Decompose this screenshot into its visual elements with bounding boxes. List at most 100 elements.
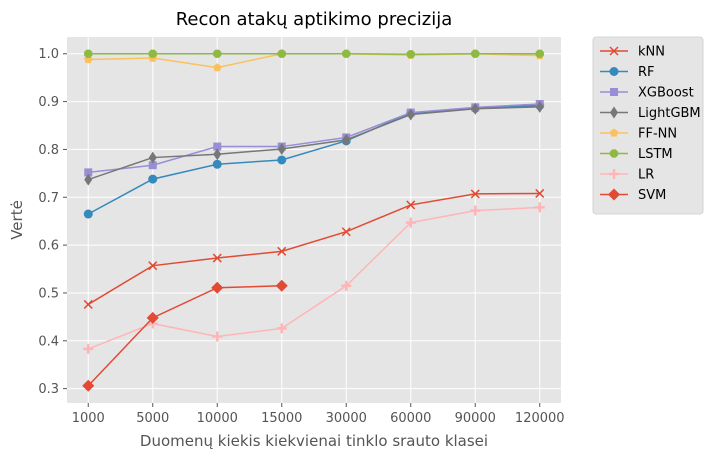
data-point-lightgbm bbox=[148, 151, 157, 164]
data-point-knn bbox=[83, 299, 93, 309]
data-point-svm bbox=[146, 311, 159, 324]
data-point-xgboost bbox=[213, 142, 222, 151]
data-point-lightgbm bbox=[342, 133, 351, 146]
legend-item-rf: RF bbox=[600, 65, 655, 80]
data-point-lightgbm bbox=[406, 108, 415, 121]
series-line-lightgbm bbox=[88, 106, 540, 181]
data-point-lr bbox=[341, 280, 352, 291]
data-point-lr bbox=[534, 202, 545, 213]
data-point-xgboost bbox=[84, 168, 93, 177]
legend-label: kNN bbox=[638, 45, 665, 60]
data-point-knn bbox=[470, 189, 480, 199]
legend-item-lstm: LSTM bbox=[600, 147, 673, 162]
y-tick-label: 0.3 bbox=[38, 382, 59, 397]
y-axis: 0.3 0.4 0.5 0.6 0.7 0.8 0.9 1.0 bbox=[38, 47, 67, 397]
y-tick-label: 1.0 bbox=[38, 47, 59, 62]
series-layer bbox=[82, 49, 545, 392]
data-point-lr bbox=[276, 323, 287, 334]
chart-title: Recon atakų aptikimo precizija bbox=[176, 9, 453, 30]
data-point-knn bbox=[212, 253, 222, 263]
legend-item-lr: LR bbox=[600, 168, 654, 183]
y-tick-label: 0.9 bbox=[38, 95, 59, 110]
legend-marker bbox=[609, 46, 619, 56]
x-tick-label: 5000 bbox=[136, 411, 169, 426]
legend-marker bbox=[609, 169, 619, 179]
legend-label: FF-NN bbox=[638, 127, 677, 142]
data-point-lstm bbox=[148, 49, 157, 58]
x-tick-label: 90000 bbox=[455, 411, 496, 426]
legend-item-svm: SVM bbox=[600, 188, 666, 203]
data-point-knn bbox=[277, 246, 287, 256]
x-tick-label: 120000 bbox=[515, 411, 565, 426]
data-point-rf bbox=[83, 209, 93, 219]
series-knn bbox=[83, 188, 545, 309]
y-axis-label: Vertė bbox=[8, 200, 26, 240]
legend-marker bbox=[610, 106, 618, 119]
legend-item-xgboost: XGBoost bbox=[600, 86, 694, 101]
legend-label: LSTM bbox=[638, 147, 673, 162]
y-tick-label: 0.5 bbox=[38, 286, 59, 301]
x-tick-label: 30000 bbox=[326, 411, 367, 426]
data-point-knn bbox=[406, 200, 416, 210]
series-line-svm bbox=[87, 285, 282, 387]
legend-item-lightgbm: LightGBM bbox=[600, 106, 701, 121]
y-tick-label: 0.6 bbox=[38, 239, 59, 254]
series-line-xgboost bbox=[88, 103, 540, 174]
data-point-knn bbox=[341, 227, 351, 237]
data-point-lightgbm bbox=[213, 148, 222, 161]
x-tick-label: 10000 bbox=[197, 411, 238, 426]
data-point-rf bbox=[148, 174, 158, 184]
legend-item-ff-nn: FF-NN bbox=[600, 127, 677, 142]
data-point-lr bbox=[83, 343, 94, 354]
legend-frame bbox=[592, 36, 704, 215]
data-point-svm bbox=[211, 281, 224, 294]
x-tick-label: 15000 bbox=[261, 411, 302, 426]
data-point-svm bbox=[82, 379, 95, 392]
legend-marker bbox=[610, 88, 618, 96]
data-point-knn bbox=[535, 188, 545, 198]
data-point-lstm bbox=[213, 49, 222, 58]
data-point-rf bbox=[277, 155, 287, 165]
y-tick-label: 0.7 bbox=[38, 191, 59, 206]
data-point-lightgbm bbox=[84, 173, 93, 186]
legend-label: RF bbox=[638, 65, 655, 80]
series-line-lr bbox=[87, 206, 540, 350]
data-point-lstm bbox=[277, 49, 286, 58]
legend-marker bbox=[609, 67, 619, 76]
legend-label: LightGBM bbox=[638, 106, 701, 121]
legend-item-knn: kNN bbox=[600, 45, 665, 60]
y-tick-label: 0.4 bbox=[38, 334, 59, 349]
x-tick-label: 1000 bbox=[72, 411, 105, 426]
data-point-lr bbox=[405, 217, 416, 228]
data-point-lstm bbox=[84, 49, 93, 58]
series-lightgbm bbox=[84, 100, 544, 186]
legend-marker bbox=[609, 128, 619, 137]
x-tick-label: 60000 bbox=[390, 411, 431, 426]
data-point-rf bbox=[212, 159, 222, 169]
data-point-lstm bbox=[406, 50, 415, 59]
series-lstm bbox=[84, 49, 544, 59]
legend-marker bbox=[608, 188, 620, 201]
x-axis-label: Duomenų kiekis kiekvienai tinklo srauto … bbox=[140, 432, 488, 450]
series-svm bbox=[82, 279, 288, 392]
data-point-lstm bbox=[535, 49, 544, 58]
legend-label: SVM bbox=[638, 188, 666, 203]
data-point-svm bbox=[275, 279, 288, 292]
x-axis: 1000 5000 10000 15000 30000 60000 90000 120000 bbox=[72, 403, 565, 426]
plot-area bbox=[67, 37, 561, 403]
data-point-lr bbox=[470, 205, 481, 216]
legend: kNN RF XGBoost LightGBM FF-NN LSTM LR SVM bbox=[592, 36, 704, 215]
data-point-lightgbm bbox=[471, 102, 480, 115]
legend-label: LR bbox=[638, 168, 654, 183]
data-point-lightgbm bbox=[277, 142, 286, 155]
data-point-lstm bbox=[342, 49, 351, 58]
legend-marker bbox=[609, 149, 619, 158]
data-point-lstm bbox=[471, 49, 480, 58]
data-point-knn bbox=[148, 261, 158, 271]
data-point-ff-nn bbox=[212, 63, 222, 72]
y-tick-label: 0.8 bbox=[38, 143, 59, 158]
data-point-lr bbox=[212, 331, 223, 342]
data-point-xgboost bbox=[148, 161, 157, 170]
series-line-knn bbox=[87, 192, 540, 306]
